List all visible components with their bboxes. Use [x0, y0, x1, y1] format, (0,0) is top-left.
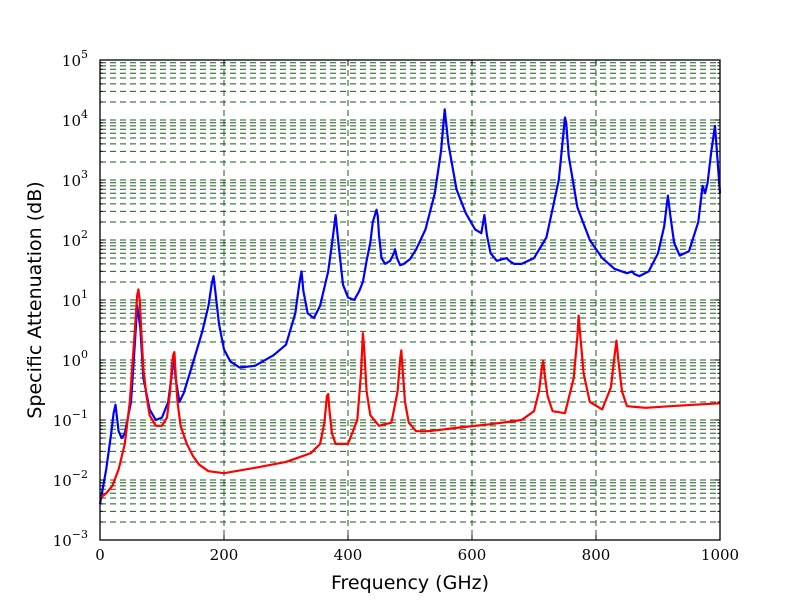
x-tick-label: 600	[458, 546, 487, 564]
label-layer: 0 200 400 600 800 1000 10−3 10−2 10−1 100 101 102 10…	[53, 48, 739, 564]
x-tick-label: 200	[210, 546, 239, 564]
x-tick-label: 0	[95, 546, 105, 564]
series-line-1	[98, 108, 722, 505]
y-tick-label: 103	[62, 168, 88, 190]
y-tick-label: 100	[62, 348, 88, 370]
series-layer	[98, 108, 722, 505]
y-axis-title: Specific Attenuation (dB)	[24, 181, 46, 418]
grid-layer	[100, 60, 720, 540]
y-tick-label: 10−1	[53, 408, 88, 430]
x-axis-title: Frequency (GHz)	[331, 572, 489, 594]
y-tick-label: 10−3	[53, 528, 88, 550]
x-tick-label: 800	[582, 546, 611, 564]
x-tick-label: 400	[334, 546, 363, 564]
y-tick-label: 104	[62, 108, 88, 130]
x-tick-label: 1000	[701, 546, 739, 564]
y-tick-label: 105	[62, 48, 88, 70]
y-tick-label: 102	[62, 228, 88, 250]
y-tick-label: 101	[62, 288, 88, 310]
tick-layer	[99, 60, 721, 541]
y-tick-label: 10−2	[53, 468, 88, 490]
series-line-2	[99, 288, 721, 499]
